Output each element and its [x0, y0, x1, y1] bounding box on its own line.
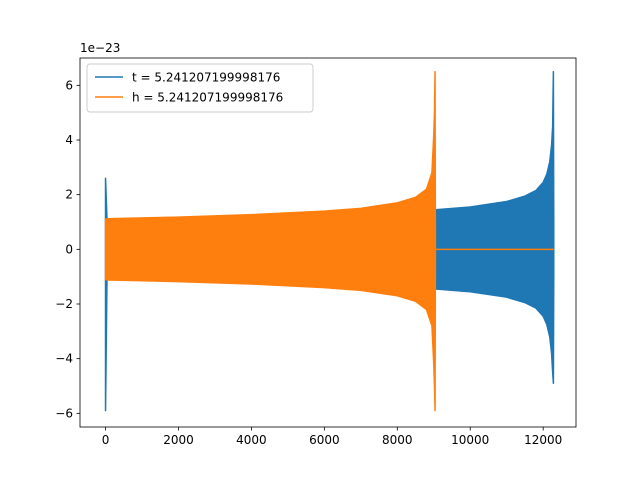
y-tick-label: −2	[55, 297, 73, 311]
y-tick-label: 2	[65, 188, 73, 202]
legend: t = 5.241207199998176 h = 5.2412071999981…	[86, 63, 314, 113]
y-scale-label: 1e−23	[80, 41, 120, 55]
series-layer	[104, 70, 555, 412]
plot-frame	[79, 57, 577, 428]
legend-box	[86, 63, 314, 113]
y-tick-label: −6	[55, 406, 73, 420]
y-tick-label: 6	[65, 78, 73, 92]
y-tick-label: 4	[65, 133, 73, 147]
x-tick-label: 10000	[451, 433, 489, 447]
series-envelope	[104, 70, 437, 412]
x-tick-label: 6000	[309, 433, 340, 447]
x-axis: 0 2000 4000 6000 8000 10000 12000	[102, 427, 562, 447]
x-tick-label: 2000	[163, 433, 194, 447]
legend-label: t = 5.241207199998176	[132, 71, 280, 85]
y-tick-label: −4	[55, 352, 73, 366]
y-axis: −6 −4 −2 0 2 4 6	[55, 78, 80, 420]
x-tick-label: 12000	[524, 433, 562, 447]
legend-label: h = 5.241207199998176	[132, 91, 283, 105]
series-h	[104, 70, 554, 412]
x-tick-label: 0	[102, 433, 110, 447]
x-tick-label: 4000	[236, 433, 267, 447]
x-tick-label: 8000	[382, 433, 413, 447]
y-tick-label: 0	[65, 242, 73, 256]
